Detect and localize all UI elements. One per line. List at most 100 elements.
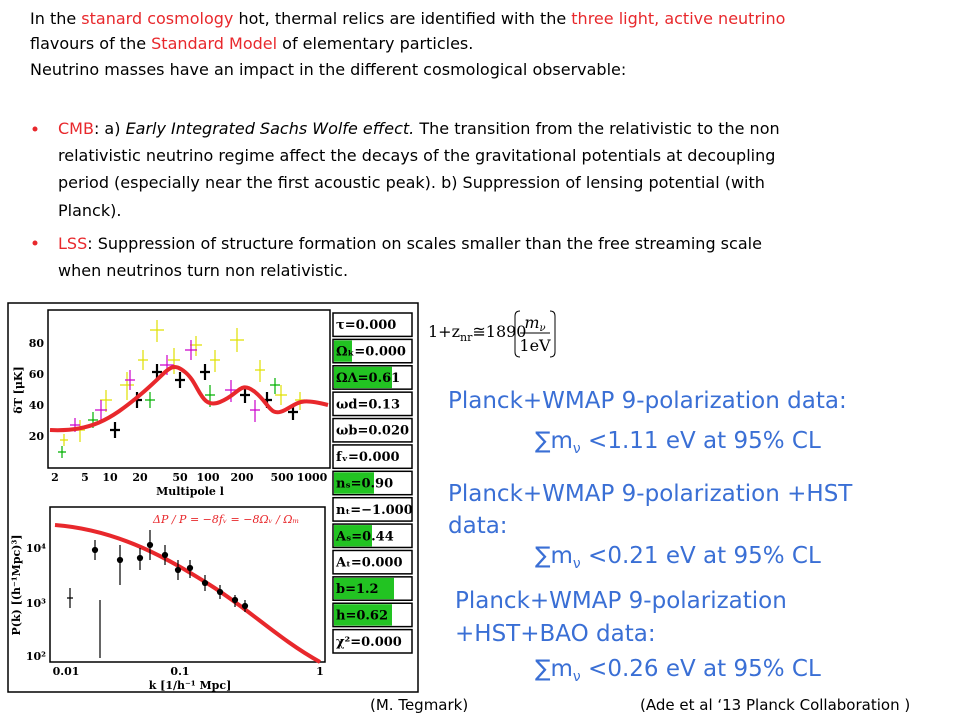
parameter-bar	[334, 340, 352, 362]
y-axis-label: P(k) [(h⁻¹Mpc)³]	[10, 535, 23, 636]
intro-line: Neutrino masses have an impact in the di…	[30, 60, 626, 79]
text-run: hot, thermal relics are identified with …	[233, 9, 571, 28]
figure-credit: (M. Tegmark)	[370, 696, 468, 714]
text-run: ∑m	[535, 428, 573, 454]
y-tick-label: 40	[29, 399, 45, 412]
y-tick-label: 10⁴	[26, 542, 46, 555]
x-tick-label: 1000	[297, 471, 328, 484]
parameter-bar	[334, 366, 392, 389]
parameter-label: nₛ=0.90	[336, 477, 393, 492]
bullet-dot	[32, 126, 38, 132]
parameter-label: Aₛ=0.44	[335, 529, 394, 544]
text-run: : a)	[94, 119, 126, 138]
text-run: ∑m	[535, 656, 573, 682]
highlight: LSS	[58, 234, 87, 253]
bullet-line: CMB: a) Early Integrated Sachs Wolfe eff…	[58, 119, 780, 138]
subscript: ν	[540, 323, 546, 334]
parameter-label: Aₜ=0.000	[335, 556, 403, 571]
bracket	[514, 310, 556, 358]
text-run: In the	[30, 9, 81, 28]
x-tick-label: 50	[172, 471, 188, 484]
parameter-box	[332, 496, 413, 522]
result-label: +HST+BAO data:	[455, 621, 656, 647]
intro-line: In the stanard cosmology hot, thermal re…	[30, 9, 785, 28]
intro-line: flavours of the Standard Model of elemen…	[30, 34, 473, 53]
formula-lhs: 1+znr≅1890	[428, 322, 526, 344]
y-tick-label: 80	[29, 337, 45, 350]
parameter-panel: τ=0.000 Ωₖ=0.000 ΩΛ=0.61 ωd=0.13 ωb=0.020 fᵥ=…	[332, 312, 413, 654]
parameter-label: fᵥ=0.000	[336, 450, 400, 465]
text-run: Neutrino masses have an impact in the di…	[30, 60, 626, 79]
text-run: ∑m	[535, 543, 573, 569]
y-tick-label: 10³	[26, 597, 46, 610]
result-bound: ∑mν <0.26 eV at 95% CL	[535, 656, 821, 685]
results: Planck+WMAP 9-polarization data: ∑mν <1.…	[448, 388, 853, 685]
text-run: : Suppression of structure formation on …	[87, 234, 762, 253]
result-label: Planck+WMAP 9-polarization data:	[448, 388, 847, 414]
model-curve	[54, 523, 321, 664]
highlight: stanard cosmology	[81, 9, 233, 28]
parameter-bar	[334, 604, 392, 626]
text-run: The transition from the relativistic to …	[414, 119, 779, 138]
parameter-box	[332, 417, 413, 443]
x-tick-label: 5	[81, 471, 89, 484]
parameter-label: nₜ=−1.000	[336, 503, 413, 518]
parameter-label: τ=0.000	[336, 318, 396, 333]
parameter-label: b=1.2	[336, 582, 379, 597]
bullet-line: when neutrinos turn non relativistic.	[58, 261, 348, 280]
bullet-line: relativistic neutrino regime affect the …	[58, 146, 775, 165]
x-tick-label: 2	[51, 471, 59, 484]
text-run: <0.26 eV at 95% CL	[581, 656, 821, 682]
x-tick-label: 1	[316, 665, 324, 678]
parameter-box	[332, 444, 413, 470]
parameter-label: h=0.62	[336, 608, 388, 623]
result-label: Planck+WMAP 9-polarization +HST	[448, 481, 853, 507]
x-axis-label: k [1/h⁻¹ Mpc]	[149, 679, 232, 692]
parameter-bar	[334, 472, 374, 494]
emphasis: Early Integrated Sachs Wolfe effect.	[126, 119, 415, 138]
decor-points	[67, 530, 249, 658]
plot-frame	[47, 309, 331, 469]
x-tick-label: 0.1	[170, 665, 189, 678]
text-run: of elementary particles.	[277, 34, 473, 53]
result-label: data:	[448, 513, 508, 539]
parameter-bar	[334, 525, 372, 547]
parameter-box	[332, 391, 413, 417]
formula-numerator: mν	[524, 313, 545, 334]
subscript: ν	[573, 556, 581, 572]
text-run: <1.11 eV at 95% CL	[581, 428, 821, 454]
figure: δT [μK] 20 40 60 80 2 5 10 20 50 100 200…	[7, 302, 419, 693]
parameter-label: Ωₖ=0.000	[336, 345, 406, 360]
subscript: ν	[573, 669, 581, 685]
x-tick-label: 100	[197, 471, 220, 484]
y-axis-label: δT [μK]	[12, 366, 25, 413]
bullet-line: Planck).	[58, 201, 121, 220]
highlight: CMB	[58, 119, 94, 138]
subscript: nr	[460, 331, 473, 344]
parameter-box	[332, 628, 413, 654]
y-tick-label: 60	[29, 368, 45, 381]
parameter-label: ΩΛ=0.61	[336, 371, 400, 386]
highlight: Standard Model	[151, 34, 277, 53]
subscript: ν	[573, 441, 581, 457]
parameter-box	[332, 549, 413, 575]
text-run: 1+z	[428, 322, 460, 341]
decor-points	[58, 320, 305, 458]
result-label: Planck+WMAP 9-polarization	[455, 588, 787, 614]
parameter-box	[332, 312, 413, 338]
parameter-label: ωb=0.020	[336, 424, 409, 439]
x-tick-label: 500	[271, 471, 294, 484]
x-tick-label: 20	[132, 471, 148, 484]
formula-denominator: 1eV	[519, 336, 551, 355]
parameter-label: ωd=0.13	[336, 397, 400, 412]
y-tick-label: 20	[29, 430, 45, 443]
x-tick-label: 0.01	[53, 665, 80, 678]
x-axis-label: Multipole l	[156, 485, 224, 498]
text-run: <0.21 eV at 95% CL	[581, 543, 821, 569]
text-run: ≅1890	[472, 322, 526, 341]
parameter-box	[332, 338, 413, 364]
results-credit: (Ade et al ‘13 Planck Collaboration )	[640, 696, 910, 714]
result-bound: ∑mν <0.21 eV at 95% CL	[535, 543, 821, 572]
